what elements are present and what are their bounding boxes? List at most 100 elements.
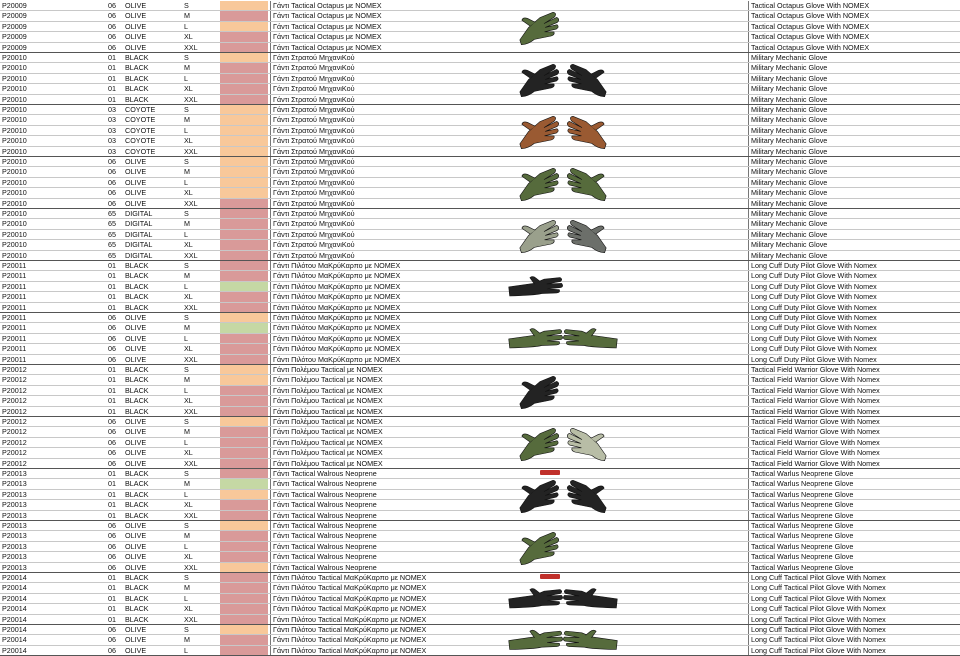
color-name-cell: DIGITAL	[125, 219, 153, 229]
greek-description-cell: Γάντι Πιλότου Tactical ΜαΚρύΚαρπο με NOM…	[270, 614, 500, 624]
product-code-cell: P20012	[2, 375, 27, 385]
table-row: P20010 06 OLIVE L Γάντι Στρατού ΜηχανιΚού Mil…	[0, 177, 960, 189]
greek-description-cell: Γάντι Πολέμου Tactical με NOMEX	[270, 437, 500, 448]
color-name-cell: OLIVE	[125, 188, 147, 198]
color-name-cell: OLIVE	[125, 645, 147, 655]
color-code-cell: 01	[108, 614, 116, 624]
greek-description-cell: Γάντι Πολέμου Tactical με NOMEX	[270, 417, 500, 427]
product-code-cell: P20010	[2, 209, 27, 219]
greek-description-cell: Γάντι Tactical Walrous Neoprene	[270, 479, 500, 489]
english-description-cell: Long Cuff Duty Pilot Glove With Nomex	[748, 302, 958, 312]
color-code-cell: 01	[108, 385, 116, 395]
size-cell: S	[184, 625, 189, 635]
greek-description-cell: Γάντι Πιλότου Tactical ΜαΚρύΚαρπο με NOM…	[270, 573, 500, 583]
size-cell: M	[184, 63, 190, 73]
size-cell: XXL	[184, 406, 198, 416]
greek-description-cell: Γάντι Στρατού ΜηχανιΚού	[270, 219, 500, 229]
greek-description-cell: Γάντι Στρατού ΜηχανιΚού	[270, 157, 500, 167]
color-name-cell: COYOTE	[125, 105, 156, 115]
color-name-cell: DIGITAL	[125, 229, 153, 239]
product-code-cell: P20010	[2, 250, 27, 260]
greek-description-cell: Γάντι Πιλότου ΜαΚρύΚαρπο με NOMEX	[270, 261, 500, 271]
color-name-cell: OLIVE	[125, 21, 147, 31]
color-name-cell: OLIVE	[125, 11, 147, 21]
english-description-cell: Tactical Field Warrior Glove With Nomex	[748, 417, 958, 427]
color-code-cell: 06	[108, 32, 116, 42]
table-row: P20013 01 BLACK XL Γάντι Tactical Walrous Ne…	[0, 500, 960, 511]
size-cell: XXL	[184, 458, 198, 468]
table-row: P20009 06 OLIVE S Γάντι Tactical Octapus με …	[0, 1, 960, 12]
product-code-cell: P20012	[2, 406, 27, 416]
stock-swatch	[220, 240, 268, 250]
product-code-cell: P20010	[2, 198, 27, 208]
color-name-cell: OLIVE	[125, 437, 147, 447]
product-code-cell: P20011	[2, 281, 27, 291]
greek-description-cell: Γάντι Πολέμου Tactical με NOMEX	[270, 406, 500, 416]
product-code-cell: P20010	[2, 157, 27, 167]
color-code-cell: 03	[108, 115, 116, 125]
color-code-cell: 06	[108, 21, 116, 31]
stock-swatch	[220, 333, 268, 344]
table-row: P20013 06 OLIVE L Γάντι Tactical Walrous Neo…	[0, 541, 960, 553]
english-description-cell: Tactical Octapus Glove With NOMEX	[748, 32, 958, 42]
product-code-cell: P20011	[2, 302, 27, 312]
table-row: P20010 03 COYOTE L Γάντι Στρατού ΜηχανιΚού Mi…	[0, 125, 960, 137]
english-description-cell: Tactical Warlus Neoprene Glove	[748, 510, 958, 520]
table-row: P20011 01 BLACK M Γάντι Πιλότου ΜαΚρύΚαρπο μ…	[0, 271, 960, 282]
color-name-cell: OLIVE	[125, 42, 147, 52]
stock-swatch	[220, 167, 268, 177]
english-description-cell: Tactical Field Warrior Glove With Nomex	[748, 406, 958, 416]
color-name-cell: COYOTE	[125, 136, 156, 146]
table-row: P20013 06 OLIVE M Γάντι Tactical Walrous Neo…	[0, 531, 960, 542]
table-row: P20012 01 BLACK XL Γάντι Πολέμου Tactical με…	[0, 396, 960, 407]
product-code-cell: P20010	[2, 94, 27, 104]
stock-swatch	[220, 188, 268, 198]
size-cell: L	[184, 645, 188, 655]
english-description-cell: Tactical Field Warrior Glove With Nomex	[748, 396, 958, 406]
color-name-cell: OLIVE	[125, 32, 147, 42]
color-name-cell: OLIVE	[125, 635, 147, 645]
table-row: P20009 06 OLIVE XXL Γάντι Tactical Octapus μ…	[0, 42, 960, 53]
product-code-cell: P20012	[2, 396, 27, 406]
stock-swatch	[220, 313, 268, 323]
stock-swatch	[220, 105, 268, 115]
color-name-cell: OLIVE	[125, 157, 147, 167]
greek-description-cell: Γάντι Tactical Octapus με NOMEX	[270, 42, 500, 52]
stock-swatch	[220, 292, 268, 302]
greek-description-cell: Γάντι Πιλότου ΜαΚρύΚαρπο με NOMEX	[270, 333, 500, 344]
color-name-cell: COYOTE	[125, 146, 156, 156]
english-description-cell: Military Mechanic Glove	[748, 73, 958, 84]
stock-swatch	[220, 229, 268, 240]
product-code-cell: P20013	[2, 510, 27, 520]
stock-swatch	[220, 125, 268, 136]
stock-swatch	[220, 375, 268, 385]
product-code-cell: P20012	[2, 385, 27, 395]
stock-swatch	[220, 271, 268, 281]
english-description-cell: Long Cuff Duty Pilot Glove With Nomex	[748, 281, 958, 292]
stock-swatch	[220, 219, 268, 229]
table-row: P20010 65 DIGITAL S Γάντι Στρατού ΜηχανιΚού M…	[0, 209, 960, 220]
color-code-cell: 06	[108, 437, 116, 447]
color-code-cell: 06	[108, 188, 116, 198]
stock-swatch	[220, 437, 268, 448]
greek-description-cell: Γάντι Πιλότου ΜαΚρύΚαρπο με NOMEX	[270, 302, 500, 312]
stock-swatch	[220, 396, 268, 406]
size-cell: M	[184, 271, 190, 281]
color-code-cell: 01	[108, 271, 116, 281]
color-code-cell: 06	[108, 562, 116, 572]
table-row: P20009 06 OLIVE M Γάντι Tactical Octapus με …	[0, 11, 960, 22]
product-code-cell: P20014	[2, 583, 27, 593]
english-description-cell: Military Mechanic Glove	[748, 94, 958, 104]
stock-swatch	[220, 302, 268, 312]
size-cell: L	[184, 177, 188, 187]
color-name-cell: BLACK	[125, 469, 149, 479]
color-name-cell: BLACK	[125, 573, 149, 583]
greek-description-cell: Γάντι Στρατού ΜηχανιΚού	[270, 53, 500, 63]
product-code-cell: P20010	[2, 219, 27, 229]
size-cell: XL	[184, 396, 193, 406]
size-cell: S	[184, 53, 189, 63]
table-row: P20012 06 OLIVE XL Γάντι Πολέμου Tactical με…	[0, 448, 960, 459]
stock-swatch	[220, 427, 268, 437]
table-row: P20010 65 DIGITAL M Γάντι Στρατού ΜηχανιΚού M…	[0, 219, 960, 230]
color-code-cell: 01	[108, 94, 116, 104]
